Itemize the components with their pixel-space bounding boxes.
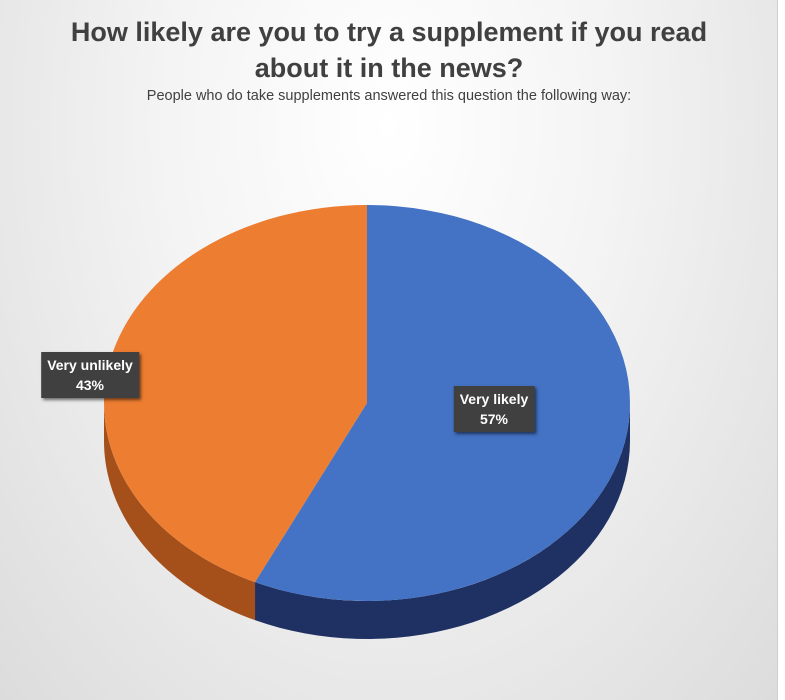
pie-slice-very-likely [255,205,630,601]
pie-tops [103,205,630,601]
data-label-text: Very unlikely [47,357,133,373]
pie-slice-very-unlikely-side [104,403,256,621]
data-label-very-likely: Very likely 57% [453,386,535,432]
pie-slice-very-unlikely [103,205,368,583]
data-label-value: 43% [75,377,105,393]
data-label-text: Very likely [459,391,529,407]
pie-slice-very-likely-side [255,403,630,639]
chart-subtitle: People who do take supplements answered … [146,88,632,104]
chart-title: How likely are you to try a supplement i… [70,17,708,83]
data-label-value: 57% [479,411,509,427]
pie-sides [104,403,630,639]
data-label-very-unlikely: Very unlikely 43% [41,352,139,398]
